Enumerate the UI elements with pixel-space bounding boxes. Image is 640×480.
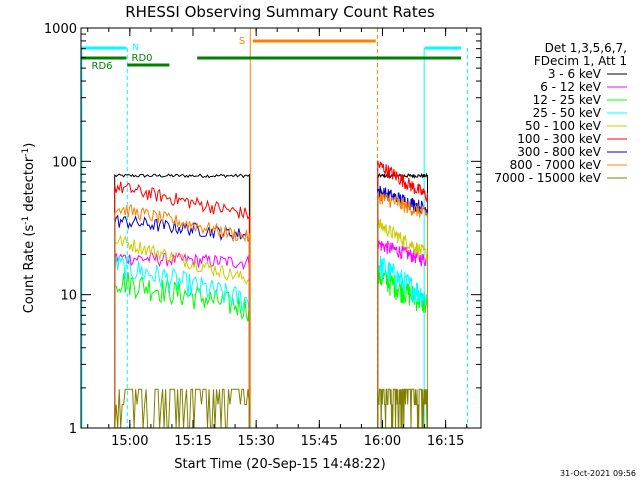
- series-trace-6-12keV: [114, 252, 250, 428]
- x-tick-label: 16:15: [427, 434, 464, 449]
- series-trace-7000-15000keV: [114, 388, 250, 429]
- series-trace-25-50keV: [114, 255, 250, 428]
- y-tick-label: 10: [60, 289, 77, 304]
- y-axis-label-sup2: -1: [21, 148, 31, 157]
- series-trace-800-7000keV: [114, 203, 250, 428]
- axes-layer: 15:00 15:15 15:30 15:45 16:00 16:15 1 10 100 1000: [44, 22, 482, 449]
- series-trace-800-7000keV: [377, 191, 428, 428]
- legend-label: 12 - 25 keV: [533, 93, 602, 107]
- y-tick-label: 1: [69, 422, 77, 437]
- rd0-label: RD0: [132, 53, 153, 64]
- legend-label: 6 - 12 keV: [540, 80, 602, 94]
- x-tick-label: 15:15: [174, 434, 211, 449]
- plot-frame: [80, 27, 482, 429]
- y-axis-label: Count Rate (s-1 detector-1): [21, 143, 37, 314]
- x-tick-label: 15:45: [301, 434, 338, 449]
- y-axis-label-sup1: -1: [21, 216, 31, 225]
- annotation-layer: N S RD0 RD6: [81, 28, 469, 428]
- x-tick-label: 15:30: [237, 434, 274, 449]
- legend-header-line2: FDecim 1, Att 1: [534, 54, 627, 68]
- chart-title: RHESSI Observing Summary Count Rates: [125, 3, 435, 21]
- y-tick-label: 1000: [44, 22, 77, 37]
- series-trace-25-50keV: [377, 255, 428, 428]
- legend-label: 50 - 100 keV: [525, 119, 602, 133]
- y-axis-label-main: Count Rate (s: [22, 225, 37, 314]
- generation-timestamp: 31-Oct-2021 09:56: [560, 469, 636, 478]
- x-tick-label: 15:00: [111, 434, 148, 449]
- y-axis-label-end: ): [22, 143, 37, 148]
- series-trace-50-100keV: [114, 234, 250, 428]
- series-layer: [114, 160, 428, 429]
- series-trace-300-800keV: [114, 214, 250, 428]
- series-trace-50-100keV: [377, 219, 428, 428]
- legend-label: 25 - 50 keV: [533, 106, 602, 120]
- legend-label: 7000 - 15000 keV: [494, 171, 601, 185]
- x-axis-label: Start Time (20-Sep-15 14:48:22): [174, 457, 385, 472]
- y-axis-label-mid: detector: [22, 156, 37, 216]
- series-trace-12-25keV: [114, 272, 250, 428]
- series-trace-100-300keV: [114, 181, 250, 428]
- saa-label: S: [239, 36, 245, 47]
- series-trace-7000-15000keV: [377, 388, 428, 429]
- series-trace-100-300keV: [377, 160, 428, 428]
- legend-header-line1: Det 1,3,5,6,7,: [545, 41, 627, 55]
- legend-label: 100 - 300 keV: [517, 132, 601, 146]
- rd6-label: RD6: [92, 61, 113, 72]
- y-tick-label: 100: [52, 155, 77, 170]
- legend-label: 300 - 800 keV: [517, 145, 601, 159]
- legend-label: 3 - 6 keV: [548, 67, 602, 81]
- x-tick-label: 16:00: [364, 434, 401, 449]
- legend-label: 800 - 7000 keV: [510, 158, 602, 172]
- series-trace-3-6keV: [114, 173, 250, 428]
- series-trace-6-12keV: [377, 240, 428, 428]
- night-label: N: [132, 43, 139, 53]
- series-trace-300-800keV: [377, 186, 428, 428]
